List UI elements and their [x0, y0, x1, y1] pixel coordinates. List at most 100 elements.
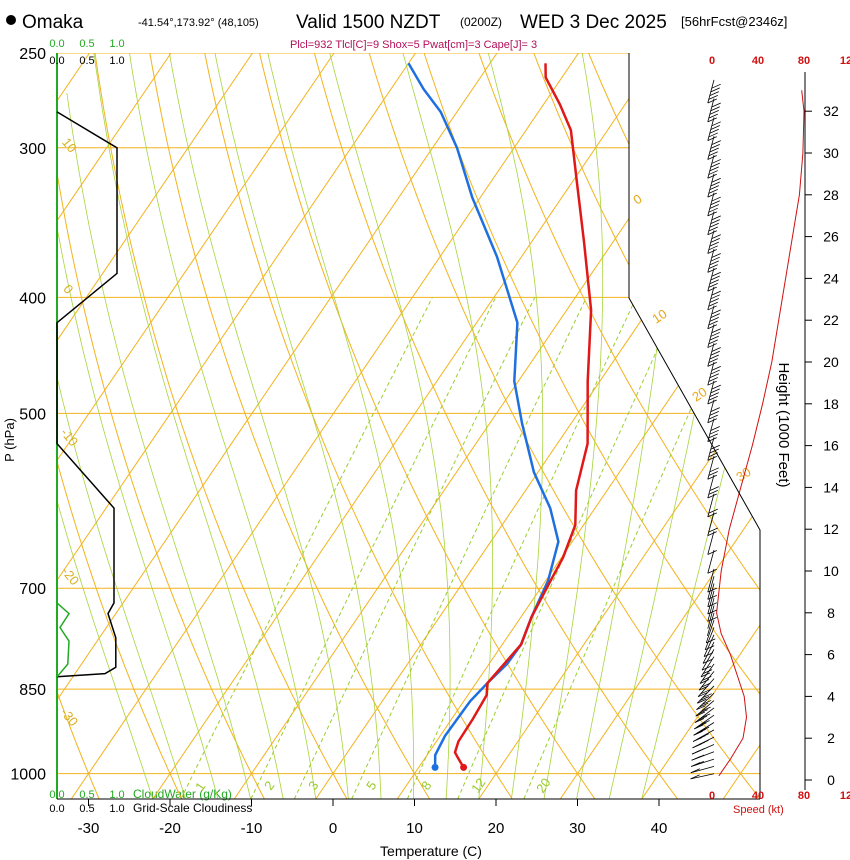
- wind-barb: [691, 744, 715, 755]
- station-marker-icon: [6, 15, 16, 25]
- cloud-scale-tick: 0.5: [79, 38, 94, 50]
- mixing-ratio-label: 20: [533, 775, 554, 795]
- wind-barb: [707, 568, 717, 593]
- wind-barb: [707, 493, 718, 518]
- wind-barb: [707, 154, 721, 179]
- height-tick-label: 28: [823, 187, 839, 203]
- wind-barb: [707, 590, 717, 615]
- moist-adiabat-line: [402, 53, 494, 799]
- wind-barb: [694, 714, 715, 730]
- wind-barb: [690, 773, 715, 780]
- diagram-border: [628, 53, 761, 799]
- wind-barb: [707, 418, 720, 442]
- pressure-tick-label: 400: [19, 290, 46, 307]
- wind-barb: [692, 736, 715, 749]
- wind-barb: [700, 656, 715, 678]
- height-tick-label: 4: [827, 688, 835, 704]
- wind-speed-tick: 80: [798, 790, 810, 802]
- wind-barb: [707, 286, 721, 311]
- cloud-scale-tick: 0.0: [49, 55, 64, 67]
- moist-adiabat-line: [57, 130, 219, 799]
- dry-adiabat-line: [57, 53, 100, 799]
- cloud-profiles: [56, 53, 118, 799]
- surface-temperature-dot: [460, 763, 468, 771]
- moist-adiabat-line: [543, 53, 604, 799]
- mixing-ratio-line: [293, 297, 536, 799]
- dry-adiabat-line: [308, 53, 679, 799]
- moist-adiabat-line: [57, 197, 154, 799]
- dry-adiabat-line: [91, 53, 348, 799]
- isotherm-line: [57, 53, 416, 799]
- grid-lines: [57, 53, 760, 799]
- cloud-scale-tick: 0.0: [49, 803, 64, 815]
- height-tick-label: 18: [823, 396, 839, 412]
- wind-barb: [696, 692, 715, 711]
- height-tick-label: 8: [827, 605, 835, 621]
- wind-barb: [707, 305, 721, 330]
- height-tick-label: 32: [823, 103, 839, 119]
- dry-adiabat-label: 10: [59, 135, 80, 156]
- wind-speed-tick: 80: [798, 55, 810, 67]
- cloudwater-line: [56, 602, 70, 678]
- wind-barb: [707, 576, 717, 600]
- y-axis-label: P (hPa): [2, 418, 17, 462]
- wind-barb: [707, 605, 715, 629]
- isotherm-line: [57, 53, 335, 799]
- height-axis-label: Height (1000 Feet): [775, 362, 792, 487]
- mixing-ratio-label: 12: [468, 775, 489, 795]
- moist-adiabat-line: [57, 164, 186, 799]
- dry-adiabat-line: [633, 53, 760, 799]
- cloud-scale-tick: 1.0: [109, 55, 124, 67]
- pressure-tick-label: 700: [19, 581, 46, 598]
- cloudwater-label: CloudWater (g/Kg): [133, 787, 232, 801]
- dry-adiabat-line: [57, 53, 183, 799]
- wind-barb: [693, 722, 715, 736]
- moist-adiabat-line: [129, 53, 317, 799]
- pressure-tick-label: 850: [19, 682, 46, 699]
- wind-barb: [707, 249, 721, 273]
- cloud-scale-tick: 0.5: [79, 789, 94, 801]
- dry-adiabat-label: -10: [58, 425, 82, 449]
- height-tick-label: 10: [823, 563, 839, 579]
- wind-barb: [707, 173, 721, 198]
- dry-adiabat-line: [254, 53, 596, 799]
- dry-adiabat-label: -30: [58, 705, 82, 729]
- cloud-scale-tick: 1.0: [109, 38, 124, 50]
- mixing-ratio-line: [180, 297, 433, 799]
- moist-adiabat-line: [576, 53, 676, 799]
- cloud-scale-tick: 0.5: [79, 55, 94, 67]
- x-tick-label: 30: [569, 820, 586, 837]
- wind-barb: [691, 758, 715, 767]
- isotherm-line: [396, 53, 760, 799]
- dry-adiabat-line: [57, 53, 265, 799]
- dewpoint-line: [407, 62, 560, 768]
- height-tick-label: 6: [827, 647, 835, 663]
- isotherm-label: 0: [630, 191, 644, 207]
- wind-barb: [704, 627, 715, 651]
- mixing-ratio-line: [406, 297, 637, 799]
- mixing-ratio-label: 5: [363, 778, 379, 793]
- wind-barb: [707, 549, 717, 574]
- moist-adiabat-line: [608, 53, 755, 799]
- moist-adiabat-line: [93, 53, 284, 799]
- wind-barb: [697, 685, 715, 704]
- x-tick-label: 0: [329, 820, 337, 837]
- height-tick-label: 22: [823, 312, 839, 328]
- wind-barb: [707, 399, 720, 424]
- wind-barb: [707, 437, 720, 461]
- wind-speed-tick: 40: [752, 55, 764, 67]
- isotherm-label: 30: [733, 464, 753, 485]
- wind-barb: [692, 729, 715, 742]
- x-tick-label: -30: [78, 820, 100, 837]
- wind-speed-label: Speed (kt): [733, 804, 784, 816]
- wind-barb: [707, 512, 718, 537]
- isotherm-line: [559, 53, 760, 799]
- height-tick-label: 2: [827, 730, 835, 746]
- wind-barb: [707, 455, 719, 480]
- dry-adiabat-line: [416, 53, 760, 799]
- moist-adiabat-line: [641, 53, 760, 799]
- wind-barb: [702, 641, 715, 664]
- wind-barb: [707, 117, 721, 142]
- height-tick-label: 20: [823, 354, 839, 370]
- isotherm-line: [70, 53, 579, 799]
